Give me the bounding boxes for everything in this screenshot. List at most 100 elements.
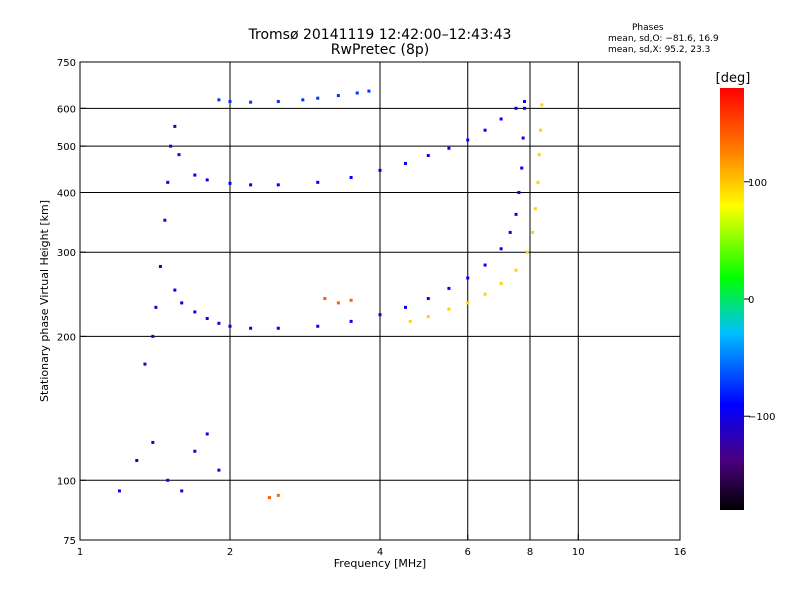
echo-point xyxy=(378,313,382,317)
data-points xyxy=(117,89,544,500)
echo-point xyxy=(483,263,487,267)
echo-point xyxy=(249,183,253,187)
y-tick-label: 300 xyxy=(57,248,76,259)
echo-point xyxy=(466,301,470,305)
echo-point xyxy=(517,190,521,194)
echo-point xyxy=(536,180,540,184)
echo-point xyxy=(151,440,155,444)
echo-point xyxy=(316,324,320,328)
colorbar-tick-label: 0 xyxy=(748,295,754,306)
echo-point xyxy=(193,310,197,314)
echo-point xyxy=(228,181,232,185)
echo-point xyxy=(154,305,158,309)
echo-point xyxy=(426,315,430,319)
colorbar-tick-label: 100 xyxy=(748,178,767,189)
echo-point xyxy=(514,106,518,110)
x-tick-label: 1 xyxy=(77,547,83,558)
echo-point xyxy=(323,297,327,301)
echo-point xyxy=(539,128,543,132)
echo-point xyxy=(403,305,407,309)
echo-point xyxy=(336,301,340,305)
echo-point xyxy=(249,326,253,330)
y-tick-label: 600 xyxy=(57,104,76,115)
echo-point xyxy=(499,247,503,251)
echo-point xyxy=(135,458,139,462)
echo-point xyxy=(276,100,280,104)
echo-point xyxy=(349,319,353,323)
echo-point xyxy=(158,265,162,269)
chart-subtitle: RwPretec (8p) xyxy=(330,42,430,58)
echo-point xyxy=(378,168,382,172)
echo-point xyxy=(217,98,221,102)
echo-point xyxy=(276,493,280,497)
chart-title: Tromsø 20141119 12:42:00–12:43:43 xyxy=(248,27,512,43)
echo-point xyxy=(403,161,407,165)
echo-point xyxy=(514,268,518,272)
echo-point xyxy=(447,286,451,290)
x-axis-ticks: 1 2 4 6 8 10 16 xyxy=(77,534,687,558)
echo-point xyxy=(523,100,527,104)
echo-point xyxy=(217,468,221,472)
echo-point xyxy=(173,288,177,292)
echo-point xyxy=(205,316,209,320)
phases-mean-o: mean, sd,O: −81.6, 16.9 xyxy=(608,34,719,44)
echo-point xyxy=(499,282,503,286)
echo-point xyxy=(525,250,529,254)
echo-point xyxy=(316,180,320,184)
x-tick-label: 16 xyxy=(674,547,687,558)
phases-title: Phases xyxy=(632,23,664,33)
echo-point xyxy=(205,432,209,436)
echo-point xyxy=(177,153,181,157)
echo-point xyxy=(301,98,305,102)
echo-point xyxy=(163,218,167,222)
echo-point xyxy=(537,153,541,157)
y-tick-label: 75 xyxy=(63,536,76,547)
echo-point xyxy=(523,106,527,110)
echo-point xyxy=(426,297,430,301)
echo-point xyxy=(180,489,184,493)
echo-point xyxy=(531,230,535,234)
echo-point xyxy=(180,301,184,305)
echo-point xyxy=(228,324,232,328)
echo-point xyxy=(483,128,487,132)
y-tick-label: 100 xyxy=(57,476,76,487)
echo-point xyxy=(267,496,271,500)
echo-point xyxy=(193,449,197,453)
y-axis-ticks: 75 100 200 300 400 500 600 750 xyxy=(57,58,86,547)
echo-point xyxy=(173,124,177,128)
x-axis-label: Frequency [MHz] xyxy=(334,557,426,570)
echo-point xyxy=(193,173,197,177)
x-tick-label: 4 xyxy=(377,547,383,558)
echo-point xyxy=(520,166,524,170)
y-axis-label: Stationary phase Virtual Height [km] xyxy=(38,200,51,402)
x-tick-label: 2 xyxy=(227,547,233,558)
echo-point xyxy=(217,321,221,325)
echo-point xyxy=(483,292,487,296)
echo-point xyxy=(466,276,470,280)
echo-point xyxy=(447,146,451,150)
echo-point xyxy=(276,183,280,187)
echo-point xyxy=(540,103,544,107)
phases-mean-x: mean, sd,X: 95.2, 23.3 xyxy=(608,45,711,55)
echo-point xyxy=(521,136,525,140)
x-tick-label: 10 xyxy=(572,547,585,558)
colorbar xyxy=(720,88,744,510)
echo-point xyxy=(316,96,320,100)
echo-point xyxy=(499,117,503,121)
echo-point xyxy=(355,91,359,95)
echo-point xyxy=(228,100,232,104)
echo-point xyxy=(117,489,121,493)
y-tick-label: 500 xyxy=(57,142,76,153)
echo-point xyxy=(514,212,518,216)
echo-point xyxy=(276,326,280,330)
echo-point xyxy=(336,94,340,98)
echo-point xyxy=(508,230,512,234)
echo-point xyxy=(408,319,412,323)
echo-point xyxy=(249,100,253,104)
echo-point xyxy=(151,334,155,338)
colorbar-label: [deg] xyxy=(716,71,751,86)
echo-point xyxy=(349,175,353,179)
y-tick-label: 750 xyxy=(57,58,76,69)
echo-point xyxy=(367,89,371,93)
